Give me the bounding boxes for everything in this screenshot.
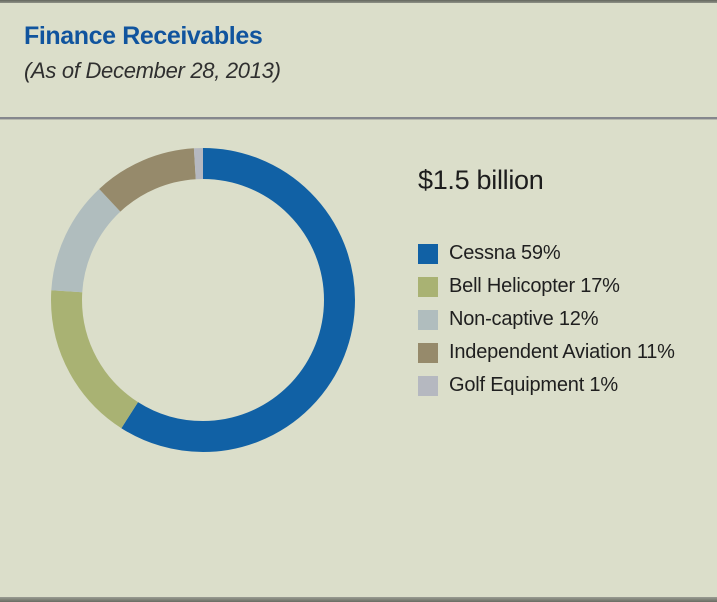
legend-label: Non-captive 12% — [449, 308, 599, 331]
legend-swatch — [418, 243, 438, 264]
legend-item: Non-captive 12% — [418, 303, 708, 336]
chart-legend: Cessna 59% Bell Helicopter 17% Non-captive… — [418, 237, 708, 402]
page-title: Finance Receivables — [24, 22, 263, 50]
bottom-rule — [0, 597, 717, 602]
total-value-label: $1.5 billion — [418, 165, 544, 195]
legend-swatch — [418, 309, 438, 330]
donut-chart — [51, 148, 355, 452]
chart-header: Finance Receivables (As of December 28, … — [24, 22, 281, 84]
legend-label: Bell Helicopter 17% — [449, 275, 620, 298]
legend-swatch — [418, 375, 438, 396]
legend-item: Bell Helicopter 17% — [418, 270, 708, 303]
legend-item: Golf Equipment 1% — [418, 369, 708, 402]
chart-annotations: $1.5 billion Cessna 59% Bell Helicopter 1… — [418, 164, 708, 402]
legend-label: Golf Equipment 1% — [449, 374, 618, 397]
legend-item: Cessna 59% — [418, 237, 708, 270]
top-rule — [0, 0, 717, 3]
page-subtitle: (As of December 28, 2013) — [24, 58, 281, 84]
donut-segment-golf-equipment — [51, 148, 355, 452]
legend-label: Cessna 59% — [449, 242, 561, 265]
donut-segment-bell-helicopter — [51, 148, 355, 452]
legend-label: Independent Aviation 11% — [449, 341, 675, 364]
legend-swatch — [418, 276, 438, 297]
legend-swatch — [418, 342, 438, 363]
header-divider — [0, 117, 717, 120]
legend-item: Independent Aviation 11% — [418, 336, 708, 369]
